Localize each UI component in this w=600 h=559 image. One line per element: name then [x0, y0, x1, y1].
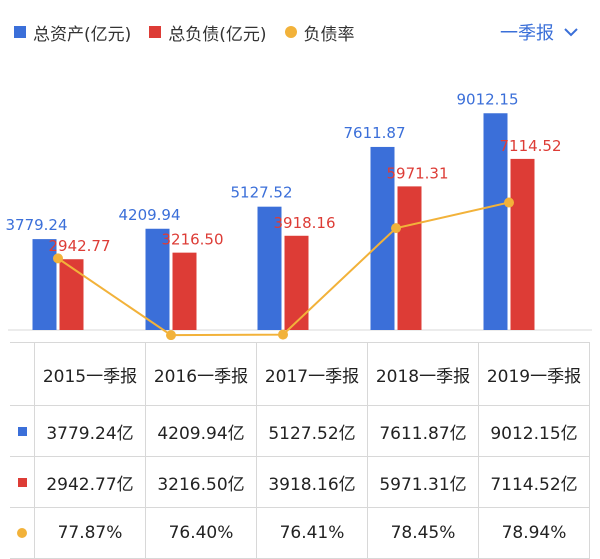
data-label-assets: 9012.15 [456, 90, 518, 108]
bar-liabilities [284, 235, 309, 330]
legend-item-liabilities: 总负债(亿元) [149, 20, 267, 45]
data-label-assets: 4209.94 [118, 206, 180, 224]
ratio-point [278, 329, 288, 340]
legend-label-assets: 总资产(亿元) [33, 24, 132, 45]
series-dot-icon [17, 528, 27, 538]
period-selector-label: 一季报 [500, 23, 554, 44]
data-label-liabilities: 3918.16 [273, 214, 335, 232]
table-row: 2942.77亿 3216.50亿 3918.16亿 5971.31亿 7114.52亿 [10, 456, 590, 508]
assets-swatch-icon [14, 26, 26, 38]
bar-assets [145, 228, 170, 330]
table-marker-cell [10, 405, 35, 457]
data-label-liabilities: 2942.77 [48, 237, 110, 255]
ratio-point [504, 197, 514, 208]
data-label-liabilities: 5971.31 [386, 164, 448, 182]
series-square-icon [17, 427, 27, 436]
table-cell: 3216.50亿 [145, 456, 257, 508]
table-marker-cell [10, 456, 35, 508]
table-cell: 5971.31亿 [367, 456, 479, 508]
table-header-cell: 2017一季报 [256, 342, 368, 406]
table-marker-cell [10, 507, 35, 559]
data-label-assets: 7611.87 [343, 124, 405, 142]
data-label-liabilities: 3216.50 [161, 231, 223, 249]
bar-assets [32, 239, 57, 330]
bar-liabilities [397, 186, 422, 330]
table-header-row: 2015一季报 2016一季报 2017一季报 2018一季报 2019一季报 [10, 342, 590, 406]
bar-assets [370, 146, 395, 330]
table-row: 3779.24亿 4209.94亿 5127.52亿 7611.87亿 9012.15亿 [10, 405, 590, 457]
table-cell: 3779.24亿 [34, 405, 146, 457]
data-label-liabilities: 7114.52 [499, 137, 561, 155]
table-header-cell: 2018一季报 [367, 342, 479, 406]
data-label-assets: 5127.52 [230, 184, 292, 202]
bar-liabilities [172, 252, 197, 330]
bar-assets [257, 206, 282, 330]
table-cell: 7114.52亿 [478, 456, 590, 508]
liabilities-swatch-icon [149, 26, 162, 38]
table-cell: 76.40% [145, 507, 257, 559]
chevron-down-icon [564, 27, 578, 36]
legend: 总资产(亿元) 总负债(亿元) 负债率 [14, 20, 373, 45]
legend-label-liabilities: 总负债(亿元) [168, 24, 267, 45]
legend-item-assets: 总资产(亿元) [14, 20, 131, 45]
table-header-cell: 2019一季报 [478, 342, 590, 406]
table-cell: 76.41% [256, 507, 368, 559]
bar-line-chart: 3779.24 2942.77 4209.94 3216.50 5127.52 3918.… [5, 90, 592, 340]
table-cell: 5127.52亿 [256, 405, 368, 457]
table-cell: 3918.16亿 [256, 456, 368, 508]
table-header-cell: 2016一季报 [145, 342, 257, 406]
table-cell: 7611.87亿 [367, 405, 479, 457]
data-table: 2015一季报 2016一季报 2017一季报 2018一季报 2019一季报 3779.… [10, 342, 590, 559]
table-cell: 78.45% [367, 507, 479, 559]
table-cell: 4209.94亿 [145, 405, 257, 457]
series-square-icon [17, 478, 27, 487]
bar-liabilities [510, 158, 535, 330]
table-corner-cell [10, 342, 35, 406]
table-cell: 2942.77亿 [34, 456, 146, 508]
table-header-cell: 2015一季报 [34, 342, 146, 406]
table-row: 77.87% 76.40% 76.41% 78.45% 78.94% [10, 507, 590, 559]
ratio-point [53, 253, 63, 264]
legend-item-ratio: 负债率 [284, 20, 355, 45]
ratio-point [166, 330, 176, 340]
ratio-swatch-icon [284, 26, 297, 38]
period-selector[interactable]: 一季报 [500, 20, 578, 44]
table-cell: 78.94% [478, 507, 590, 559]
table-cell: 77.87% [34, 507, 146, 559]
table-cell: 9012.15亿 [478, 405, 590, 457]
bar-liabilities [59, 259, 84, 330]
bar-assets [483, 113, 508, 330]
legend-label-ratio: 负债率 [303, 24, 355, 45]
ratio-point [391, 223, 401, 234]
data-label-assets: 3779.24 [5, 216, 67, 234]
